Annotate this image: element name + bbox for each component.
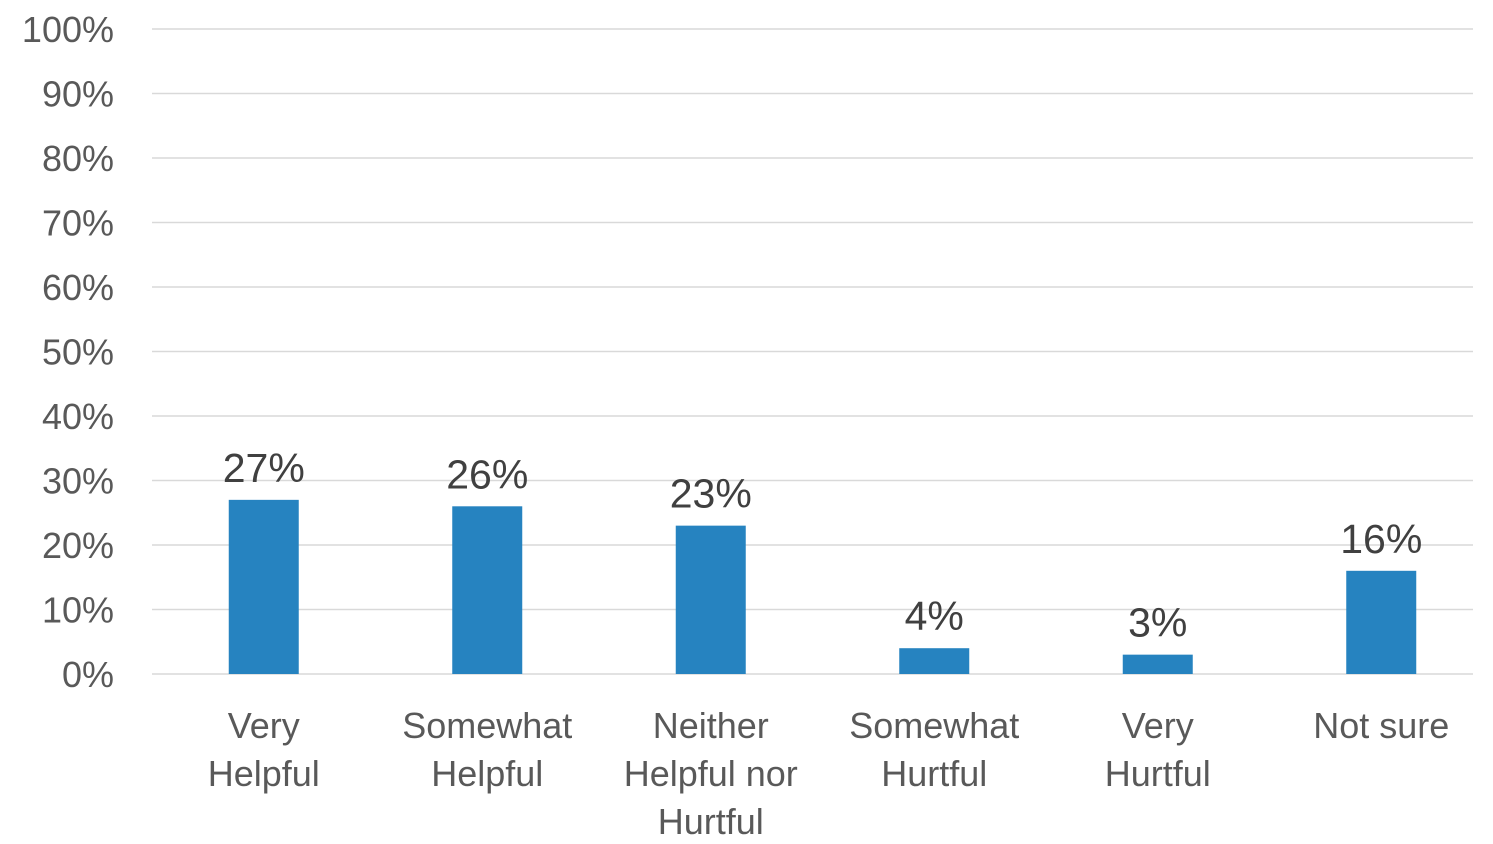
bars <box>228 499 1417 674</box>
x-tick-label-1: Somewhat Helpful <box>402 705 572 794</box>
y-tick-label-0: 0% <box>62 654 114 695</box>
y-tick-label-50: 50% <box>42 332 114 373</box>
y-tick-label-30: 30% <box>42 461 114 502</box>
bar-4 <box>1122 654 1193 674</box>
x-tick-label-2: Neither Helpful nor Hurtful <box>624 705 798 839</box>
y-tick-label-60: 60% <box>42 267 114 308</box>
x-tick-label-4: Very Hurtful <box>1105 705 1211 794</box>
data-label-2: 23% <box>670 471 752 517</box>
y-tick-label-80: 80% <box>42 138 114 179</box>
y-tick-label-100: 100% <box>22 9 114 50</box>
bar-0 <box>228 499 299 674</box>
x-tick-label-5: Not sure <box>1313 705 1449 746</box>
bar-1 <box>452 506 523 674</box>
x-tick-label-0: Very Helpful <box>208 705 320 794</box>
bar-2 <box>675 525 746 674</box>
data-label-1: 26% <box>446 451 528 497</box>
y-tick-label-70: 70% <box>42 203 114 244</box>
data-label-4: 3% <box>1128 600 1187 646</box>
data-label-0: 27% <box>223 445 305 491</box>
data-label-5: 16% <box>1340 516 1422 562</box>
bar-3 <box>899 648 970 674</box>
data-label-3: 4% <box>905 593 964 639</box>
y-tick-label-90: 90% <box>42 74 114 115</box>
y-tick-label-10: 10% <box>42 590 114 631</box>
gridlines <box>152 28 1473 675</box>
x-axis-tick-labels: Very Helpful Somewhat Helpful Neither Helpful… <box>208 705 1450 842</box>
y-axis-tick-labels: 0% 10% 20% 30% 40% 50% 60% 70% 80% 90% 100% <box>22 9 114 695</box>
bar-5 <box>1346 570 1417 674</box>
y-tick-label-40: 40% <box>42 396 114 437</box>
x-tick-label-3: Somewhat Hurtful <box>849 705 1019 794</box>
data-labels: 27% 26% 23% 4% 3% 16% <box>223 445 1423 646</box>
y-tick-label-20: 20% <box>42 525 114 566</box>
